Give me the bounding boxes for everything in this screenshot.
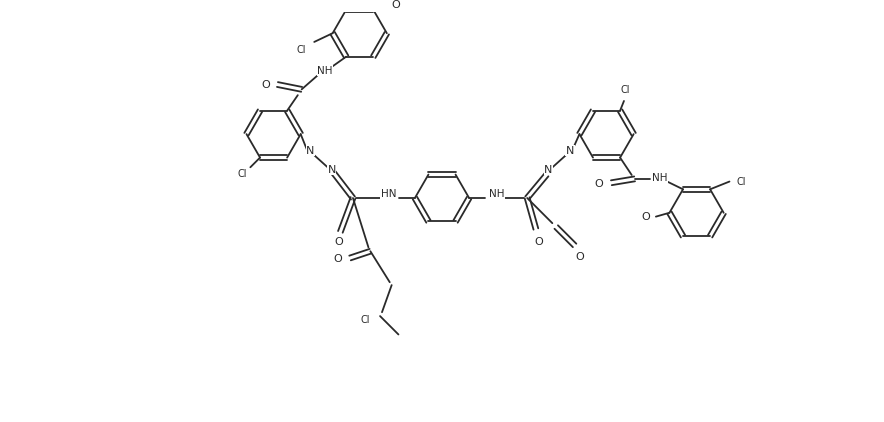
Text: N: N: [306, 146, 315, 156]
Text: O: O: [262, 79, 271, 89]
Text: Cl: Cl: [736, 176, 746, 187]
Text: O: O: [594, 179, 603, 189]
Text: Cl: Cl: [297, 45, 307, 55]
Text: NH: NH: [652, 173, 667, 183]
Text: O: O: [334, 237, 343, 246]
Text: NH: NH: [490, 189, 505, 199]
Text: N: N: [566, 146, 574, 156]
Text: NH: NH: [317, 66, 332, 76]
Text: N: N: [545, 165, 552, 175]
Text: O: O: [391, 0, 400, 10]
Text: O: O: [642, 211, 651, 222]
Text: O: O: [333, 254, 342, 264]
Text: O: O: [575, 252, 583, 262]
Text: N: N: [327, 165, 336, 175]
Text: HN: HN: [381, 189, 397, 199]
Text: Cl: Cl: [238, 169, 248, 179]
Text: O: O: [535, 237, 543, 246]
Text: Cl: Cl: [621, 85, 629, 95]
Text: Cl: Cl: [361, 315, 370, 325]
